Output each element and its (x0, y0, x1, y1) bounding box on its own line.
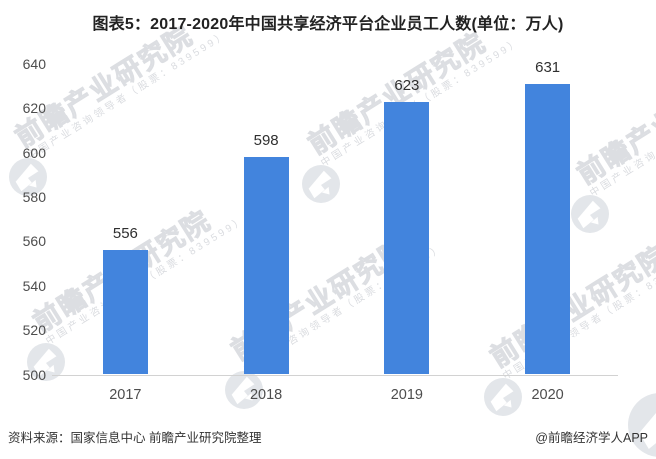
bar-value-label: 623 (394, 76, 420, 94)
y-axis-tick-label: 620 (22, 100, 46, 117)
bar-2017 (102, 250, 148, 375)
y-axis-tick-label: 580 (22, 189, 46, 206)
x-axis-tick-label: 2017 (109, 387, 142, 403)
bar-value-label: 598 (253, 132, 279, 150)
y-axis-tick-label: 640 (22, 56, 46, 72)
bar-value-label: 556 (112, 225, 138, 243)
bar-2018 (243, 157, 289, 375)
y-axis-tick-label: 600 (22, 144, 46, 161)
y-axis-tick-label: 520 (22, 322, 46, 339)
y-axis-tick-label: 540 (22, 277, 46, 294)
chart-title: 图表5：2017-2020年中国共享经济平台企业员工人数(单位：万人) (92, 16, 564, 33)
y-axis-tick-label: 560 (22, 233, 46, 250)
source-note: 资料来源：国家信息中心 前瞻产业研究院整理 (8, 431, 262, 445)
y-axis-tick-label: 500 (22, 366, 46, 383)
credit-note: @前瞻经济学人APP (535, 431, 648, 445)
bar-value-label: 631 (535, 58, 561, 76)
bar-2020 (525, 83, 571, 375)
x-axis-tick-label: 2018 (249, 387, 283, 403)
x-axis-tick-label: 2020 (531, 387, 564, 403)
x-axis-line (52, 374, 618, 376)
bar-2019 (384, 101, 430, 375)
x-axis-tick-label: 2019 (390, 387, 423, 403)
